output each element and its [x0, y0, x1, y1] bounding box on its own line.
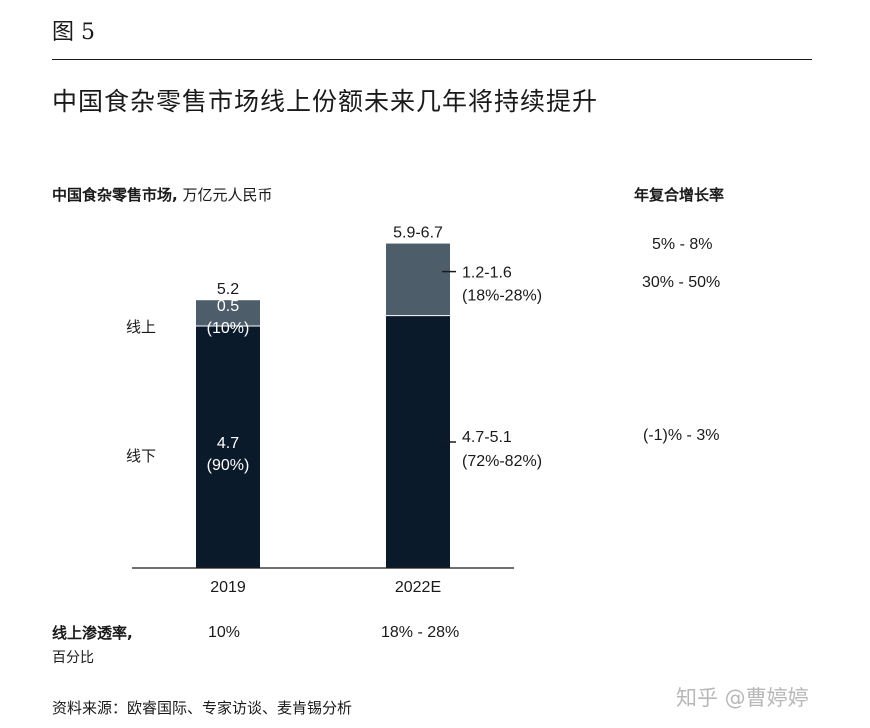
offline-side-label: 线下: [126, 447, 157, 465]
bar-online: [386, 243, 450, 316]
online-value-label: 1.2-1.6: [462, 265, 512, 282]
source-note: 资料来源：欧睿国际、专家访谈、麦肯锡分析: [52, 699, 353, 717]
offline-value-label: 4.7-5.1: [462, 429, 512, 446]
cagr-total-value: 5% - 8%: [652, 236, 713, 253]
total-label: 5.2: [217, 281, 239, 298]
online-value-label: 0.5: [217, 298, 239, 315]
figure-label: 图 5: [52, 20, 95, 45]
chart-subtitle: 中国食杂零售市场, 万亿元人民币: [52, 184, 272, 205]
offline-share-label: (72%-82%): [462, 453, 542, 470]
x-tick-label: 2019: [210, 579, 246, 596]
cagr-online-value: 30% - 50%: [642, 274, 721, 291]
cagr-offline-value: (-1)% - 3%: [643, 427, 720, 444]
watermark: 知乎 @曹婷婷: [676, 686, 809, 710]
penetration-subheader: 百分比: [52, 650, 94, 666]
penetration-header: 线上渗透率,: [52, 624, 133, 642]
online-share-label: (18%-28%): [462, 288, 542, 305]
subtitle-unit: 万亿元人民币: [177, 186, 273, 204]
labels-group: 2019 5.20.5 (10%) 4.7 (90%) 2022E 5.9-6.7 1.2-1…: [207, 225, 542, 596]
online-side-label: 线上: [126, 318, 157, 336]
penetration-value-2022e: 18% - 28%: [381, 624, 460, 641]
chart-title: 中国食杂零售市场线上份额未来几年将持续提升: [52, 87, 599, 116]
bars-group: [196, 243, 450, 568]
total-label: 5.9-6.7: [393, 225, 443, 242]
offline-share-label: (90%): [207, 457, 250, 474]
bar-offline: [386, 315, 450, 568]
title-divider: [52, 59, 812, 60]
subtitle-bold: 中国食杂零售市场,: [52, 186, 178, 204]
bar-online: [196, 300, 260, 326]
offline-value-label: 4.7: [217, 435, 239, 452]
x-tick-label: 2022E: [395, 579, 441, 596]
online-share-label: (10%): [207, 320, 250, 337]
bar-offline: [196, 325, 260, 568]
cagr-header: 年复合增长率: [634, 186, 725, 204]
penetration-value-2019: 10%: [208, 624, 241, 641]
